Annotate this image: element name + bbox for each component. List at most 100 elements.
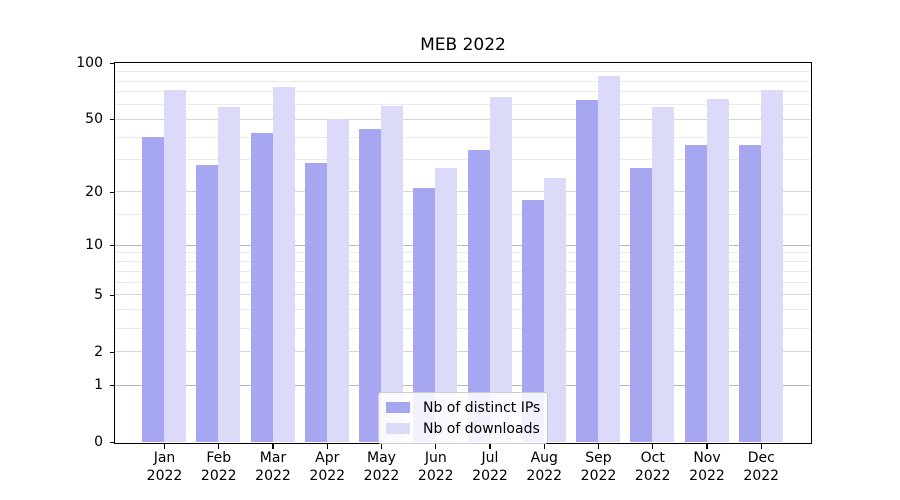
x-tick-dec bbox=[760, 444, 762, 449]
year-label: 2022 bbox=[200, 467, 237, 484]
y-tick-10 bbox=[109, 244, 114, 247]
chart-title: MEB 2022 bbox=[420, 35, 506, 55]
bar-downloads-nov bbox=[706, 99, 729, 442]
month-label: Mar bbox=[259, 450, 287, 466]
x-tick-label-feb: Feb 2022 bbox=[191, 450, 247, 485]
gridline-10 bbox=[115, 244, 810, 246]
x-tick-label-sep: Sep 2022 bbox=[571, 450, 627, 485]
bar-downloads-mar bbox=[272, 87, 295, 442]
bar-downloads-oct bbox=[652, 107, 675, 442]
bar-distinct-ips-oct bbox=[630, 168, 653, 442]
y-tick-50 bbox=[109, 119, 114, 121]
bar-distinct-ips-dec bbox=[738, 145, 761, 442]
y-tick-1 bbox=[109, 384, 114, 387]
month-label: Aug bbox=[530, 450, 558, 466]
x-tick-feb bbox=[218, 444, 220, 449]
gridline-minor-6 bbox=[115, 281, 810, 283]
gridline-minor-60 bbox=[115, 103, 810, 105]
year-label: 2022 bbox=[472, 467, 508, 484]
y-tick-20 bbox=[109, 191, 114, 194]
x-tick-mar bbox=[272, 444, 274, 449]
y-tick-5 bbox=[109, 294, 114, 296]
bar-distinct-ips-mar bbox=[250, 133, 273, 442]
month-label: Dec bbox=[747, 450, 775, 466]
gridline-minor-40 bbox=[115, 136, 810, 138]
x-tick-label-apr: Apr 2022 bbox=[299, 450, 355, 485]
gridline-minor-90 bbox=[115, 71, 810, 73]
bar-distinct-ips-aug bbox=[521, 200, 544, 442]
month-label: Jul bbox=[481, 450, 499, 466]
year-label: 2022 bbox=[689, 467, 725, 484]
month-label: Nov bbox=[693, 450, 721, 466]
legend-swatch-distinct-ips bbox=[386, 402, 410, 413]
bar-distinct-ips-jul bbox=[467, 150, 490, 442]
x-tick-jan bbox=[163, 444, 166, 449]
y-tick-label-100: 100 bbox=[76, 55, 103, 71]
gridline-2 bbox=[115, 351, 810, 353]
bar-distinct-ips-apr bbox=[304, 162, 327, 442]
gridline-minor-3 bbox=[115, 327, 810, 329]
x-tick-label-oct: Oct 2022 bbox=[625, 450, 681, 485]
y-tick-2 bbox=[109, 351, 114, 353]
bar-distinct-ips-may bbox=[359, 129, 381, 442]
year-label: 2022 bbox=[634, 467, 671, 484]
bar-distinct-ips-nov bbox=[684, 145, 707, 442]
year-label: 2022 bbox=[146, 467, 183, 484]
bar-downloads-sep bbox=[598, 76, 620, 442]
gridline-1 bbox=[115, 384, 810, 386]
gridline-20 bbox=[115, 191, 810, 193]
bar-distinct-ips-sep bbox=[576, 100, 598, 442]
y-tick-label-20: 20 bbox=[85, 183, 103, 200]
legend-label-downloads: Nb of downloads bbox=[423, 420, 540, 437]
gridline-minor-9 bbox=[115, 252, 810, 254]
bar-downloads-dec bbox=[760, 89, 783, 442]
y-tick-100 bbox=[109, 62, 114, 65]
x-tick-jul bbox=[489, 444, 491, 449]
x-tick-apr bbox=[326, 444, 328, 449]
x-tick-label-jun: Jun 2022 bbox=[408, 450, 464, 485]
gridline-minor-7 bbox=[115, 270, 810, 272]
legend-label-distinct-ips: Nb of distinct IPs bbox=[423, 399, 541, 416]
y-tick-label-5: 5 bbox=[94, 286, 103, 303]
month-label: Jan bbox=[153, 450, 176, 466]
y-tick-label-10: 10 bbox=[85, 237, 103, 254]
gridline-5 bbox=[115, 294, 810, 296]
year-label: 2022 bbox=[363, 467, 400, 484]
legend-item-downloads: Nb of downloads bbox=[386, 419, 540, 438]
x-tick-label-mar: Mar 2022 bbox=[245, 450, 301, 485]
month-label: Apr bbox=[315, 450, 340, 466]
legend: Nb of distinct IPs Nb of downloads bbox=[378, 392, 548, 444]
legend-swatch-downloads bbox=[386, 423, 410, 434]
year-label: 2022 bbox=[309, 467, 346, 484]
legend-item-distinct-ips: Nb of distinct IPs bbox=[386, 398, 541, 417]
y-tick-label-2: 2 bbox=[94, 343, 103, 360]
x-tick-nov bbox=[706, 444, 708, 449]
bar-downloads-feb bbox=[218, 107, 241, 442]
x-tick-aug bbox=[543, 444, 545, 449]
y-tick-label-50: 50 bbox=[85, 111, 103, 128]
x-tick-label-may: May 2022 bbox=[354, 450, 410, 485]
y-tick-label-0: 0 bbox=[94, 434, 103, 450]
x-tick-jun bbox=[435, 444, 437, 449]
gridline-minor-80 bbox=[115, 80, 810, 82]
month-label: May bbox=[367, 450, 396, 466]
x-tick-sep bbox=[597, 444, 600, 449]
bar-downloads-apr bbox=[326, 119, 349, 442]
x-tick-oct bbox=[652, 444, 654, 449]
year-label: 2022 bbox=[417, 467, 454, 484]
month-label: Oct bbox=[640, 450, 665, 466]
bar-downloads-jul bbox=[489, 96, 512, 442]
year-label: 2022 bbox=[255, 467, 291, 484]
y-tick-label-1: 1 bbox=[94, 377, 103, 394]
month-label: Feb bbox=[206, 450, 232, 466]
bar-downloads-aug bbox=[543, 177, 566, 442]
y-tick-0 bbox=[109, 441, 114, 444]
x-tick-label-jan: Jan 2022 bbox=[137, 450, 193, 485]
gridline-minor-70 bbox=[115, 91, 810, 93]
x-tick-label-dec: Dec 2022 bbox=[733, 450, 789, 485]
gridline-minor-15 bbox=[115, 213, 810, 215]
year-label: 2022 bbox=[580, 467, 617, 484]
x-tick-label-jul: Jul 2022 bbox=[462, 450, 518, 485]
bar-distinct-ips-feb bbox=[196, 165, 219, 442]
